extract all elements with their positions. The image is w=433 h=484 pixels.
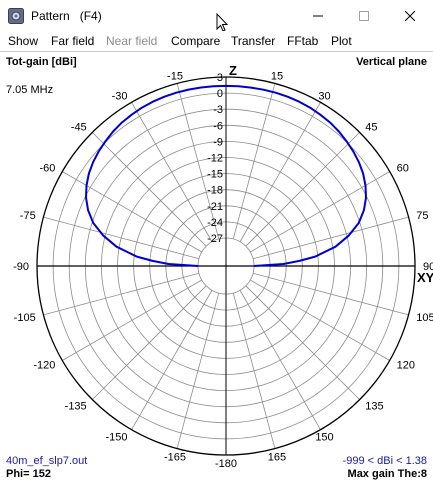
angle-label: 105 bbox=[416, 312, 433, 324]
radial-tick-label: -18 bbox=[207, 185, 223, 197]
minimize-icon bbox=[313, 15, 323, 16]
app-settings-icon[interactable] bbox=[8, 8, 24, 24]
angle-label: -45 bbox=[71, 122, 87, 134]
maximize-button[interactable] bbox=[341, 0, 387, 31]
polar-labels: 30-3-6-9-12-15-18-21-24-27Z 1530456075901… bbox=[13, 63, 433, 470]
angle-label: -90 bbox=[13, 261, 29, 273]
polar-chart: 30-3-6-9-12-15-18-21-24-27Z 1530456075901… bbox=[13, 63, 433, 470]
close-button[interactable] bbox=[387, 0, 433, 31]
angle-label: -75 bbox=[20, 210, 36, 222]
minimize-button[interactable] bbox=[295, 0, 341, 31]
angle-label: 75 bbox=[416, 210, 428, 222]
angle-label: 45 bbox=[365, 122, 377, 134]
radial-tick-label: 0 bbox=[217, 88, 223, 100]
radial-tick-label: -6 bbox=[213, 120, 223, 132]
title-bar[interactable]: Pattern (F4) bbox=[0, 0, 433, 32]
radial-tick-label: -12 bbox=[207, 153, 223, 165]
gain-label: Tot-gain [dBi] bbox=[6, 56, 77, 68]
angle-label: 15 bbox=[271, 71, 283, 83]
menu-transfer[interactable]: Transfer bbox=[231, 34, 276, 48]
polar-grid bbox=[36, 76, 416, 456]
plane-label: Vertical plane bbox=[356, 56, 427, 68]
angle-label: 30 bbox=[318, 90, 330, 102]
radial-tick-label: -15 bbox=[207, 169, 223, 181]
window-title: Pattern (F4) bbox=[31, 9, 102, 23]
phi-label: Phi= 152 bbox=[6, 468, 51, 480]
angle-label: -105 bbox=[14, 312, 36, 324]
angle-label: -15 bbox=[167, 71, 183, 83]
gain-pattern-line bbox=[85, 84, 367, 267]
menu-plot[interactable]: Plot bbox=[331, 34, 352, 48]
menu-near-field: Near field bbox=[106, 34, 158, 48]
filename-label: 40m_ef_slp7.out bbox=[6, 455, 88, 467]
radial-tick-label: -3 bbox=[213, 104, 223, 116]
max-gain-label: Max gain The:8 bbox=[347, 468, 427, 480]
angle-label: -150 bbox=[105, 432, 127, 444]
angle-label: 120 bbox=[397, 360, 415, 372]
radial-tick-label: -27 bbox=[207, 233, 223, 245]
angle-label: -120 bbox=[33, 360, 55, 372]
menu-show[interactable]: Show bbox=[8, 34, 39, 48]
angle-label: -165 bbox=[164, 451, 186, 463]
radial-tick-label: 3 bbox=[217, 72, 223, 84]
angle-label: 165 bbox=[268, 451, 286, 463]
frequency-label: 7.05 MHz bbox=[6, 84, 54, 96]
maximize-icon bbox=[359, 10, 369, 21]
angle-label: 90 bbox=[423, 261, 433, 273]
menu-fftab[interactable]: FFtab bbox=[287, 34, 319, 48]
angle-label: -180 bbox=[215, 458, 237, 470]
gain-range-label: -999 < dBi < 1.38 bbox=[342, 455, 427, 467]
close-icon bbox=[405, 10, 415, 21]
xy-axis-label: XY bbox=[417, 270, 433, 285]
mouse-cursor-icon bbox=[216, 13, 229, 32]
menu-bar: Show Far field Near field Compare Transf… bbox=[0, 31, 433, 51]
menu-compare[interactable]: Compare bbox=[171, 34, 221, 48]
angle-label: Z bbox=[229, 63, 237, 78]
menu-far-field[interactable]: Far field bbox=[51, 34, 95, 48]
gain-curve bbox=[85, 84, 367, 267]
angle-label: -135 bbox=[65, 400, 87, 412]
angle-label: -30 bbox=[112, 90, 128, 102]
angle-label: 60 bbox=[397, 163, 409, 175]
radial-tick-label: -21 bbox=[207, 201, 223, 213]
pattern-plot-area[interactable]: Tot-gain [dBi] Vertical plane 7.05 MHz 4… bbox=[0, 51, 433, 483]
angle-label: 150 bbox=[315, 432, 333, 444]
radial-tick-label: -9 bbox=[213, 136, 223, 148]
radial-tick-label: -24 bbox=[207, 217, 223, 229]
angle-label: 135 bbox=[365, 400, 383, 412]
angle-label: -60 bbox=[39, 163, 55, 175]
